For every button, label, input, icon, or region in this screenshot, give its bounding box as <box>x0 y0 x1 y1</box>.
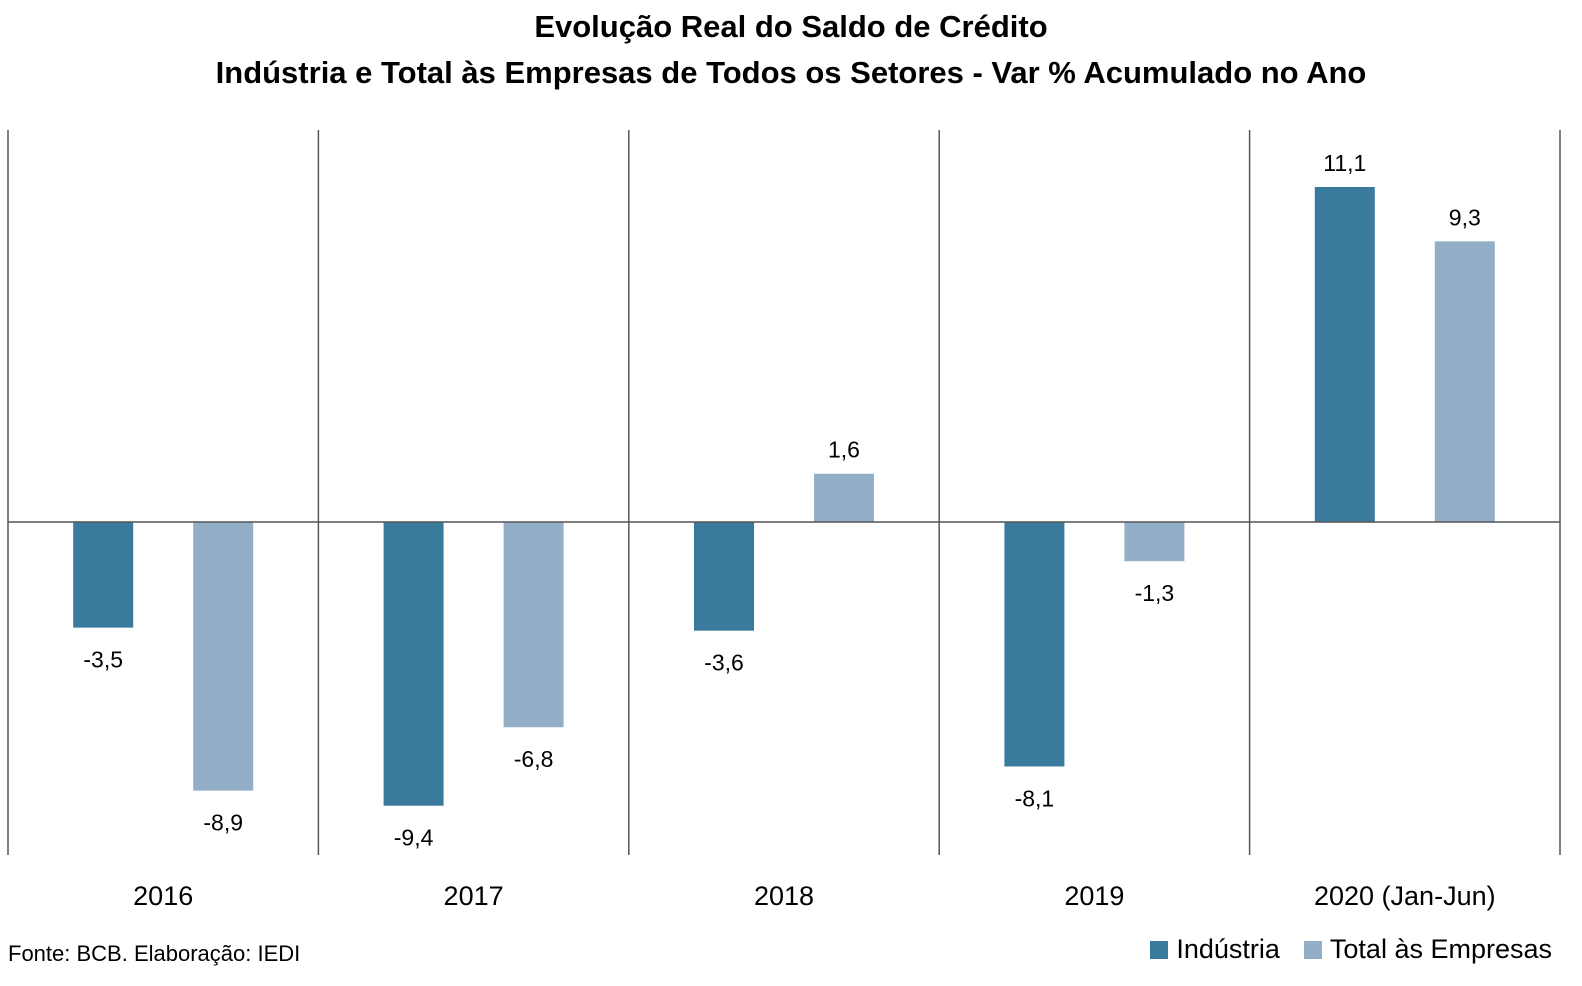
legend: Indústria Total às Empresas <box>1126 934 1552 965</box>
category-label: 2017 <box>444 881 504 911</box>
category-label: 2019 <box>1064 881 1124 911</box>
bar-2016-Indústria <box>73 522 134 628</box>
bar-2019-Indústria <box>1004 522 1065 767</box>
chart-title-block: Evolução Real do Saldo de Crédito Indúst… <box>0 4 1582 96</box>
data-label: -1,3 <box>1135 580 1175 606</box>
data-label: -9,4 <box>394 825 434 851</box>
legend-item-total: Total às Empresas <box>1303 934 1552 965</box>
data-label: 9,3 <box>1449 204 1481 230</box>
bar-2016-Total às Empresas <box>193 522 254 791</box>
bar-2018-Total às Empresas <box>814 473 874 522</box>
source-note: Fonte: BCB. Elaboração: IEDI <box>8 941 301 966</box>
chart-title: Evolução Real do Saldo de Crédito <box>534 9 1048 44</box>
bar-2017-Indústria <box>383 522 444 806</box>
bar-2018-Indústria <box>694 522 754 631</box>
bar-2020 (Jan-Jun)-Total às Empresas <box>1434 241 1495 522</box>
data-label: -8,9 <box>203 810 243 836</box>
legend-swatch-industria <box>1150 940 1169 959</box>
bar-2019-Total às Empresas <box>1124 522 1185 562</box>
chart-subtitle: Indústria e Total às Empresas de Todos o… <box>215 55 1367 90</box>
category-label: 2020 (Jan-Jun) <box>1314 881 1496 911</box>
bar-2020 (Jan-Jun)-Indústria <box>1314 187 1375 522</box>
data-label: -3,5 <box>83 647 123 673</box>
data-label: -3,6 <box>704 650 744 676</box>
category-label: 2018 <box>754 881 814 911</box>
legend-swatch-total <box>1303 940 1322 959</box>
data-label: -6,8 <box>514 746 554 772</box>
legend-label-total: Total às Empresas <box>1329 934 1552 964</box>
legend-item-industria: Indústria <box>1150 934 1280 965</box>
category-label: 2016 <box>133 881 193 911</box>
data-label: -8,1 <box>1015 785 1055 811</box>
legend-label-industria: Indústria <box>1176 934 1280 964</box>
data-label: 1,6 <box>828 437 860 463</box>
data-label: 11,1 <box>1323 150 1366 176</box>
bar-2017-Total às Empresas <box>503 522 564 728</box>
